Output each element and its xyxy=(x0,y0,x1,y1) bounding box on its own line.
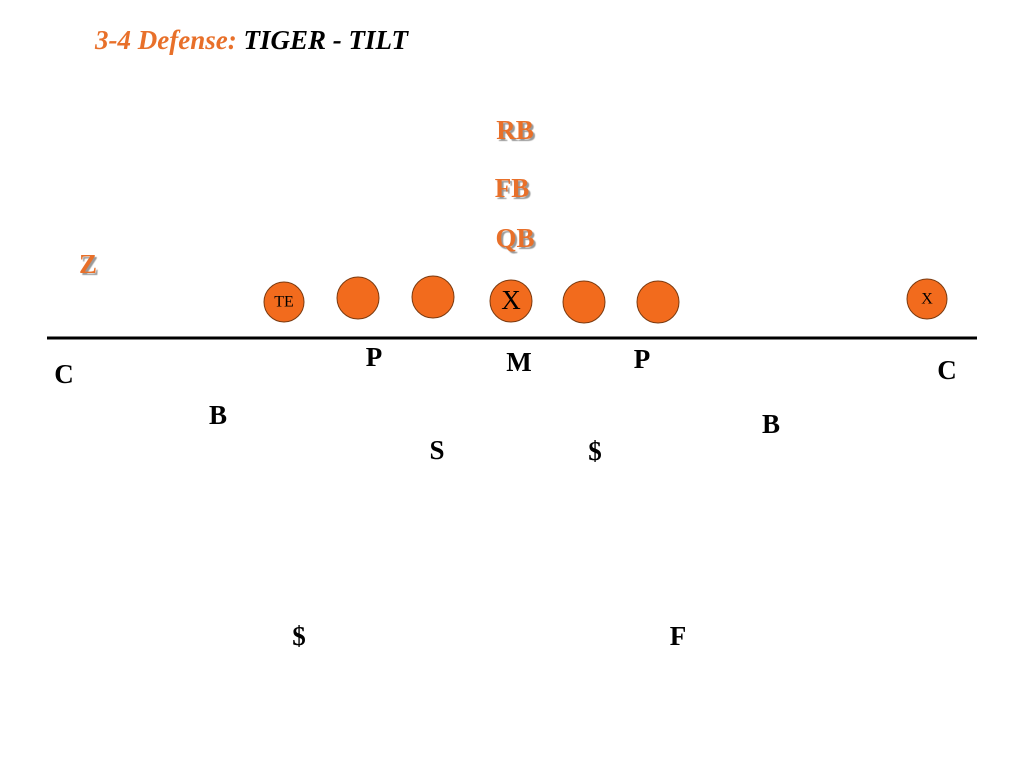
defender-label: $ xyxy=(588,436,602,466)
defender-label: S xyxy=(429,435,444,465)
player-circle xyxy=(336,276,380,320)
circle-label: X xyxy=(921,291,933,308)
defender-label: $ xyxy=(292,621,306,651)
player-circle xyxy=(489,279,533,323)
defender-label: F xyxy=(670,621,687,651)
title: 3-4 Defense: TIGER - TILT xyxy=(94,25,409,55)
player-circle xyxy=(411,275,455,319)
circle-label: X xyxy=(501,285,521,315)
defender-label: B xyxy=(762,409,780,439)
player-circle xyxy=(636,280,680,324)
title-prefix: 3-4 Defense: xyxy=(94,25,237,55)
defender-label: P xyxy=(634,344,651,374)
player-circle xyxy=(562,280,606,324)
defender-label: C xyxy=(54,359,74,389)
back-label: FB xyxy=(495,173,530,203)
defender-label: C xyxy=(937,355,957,385)
circle-label: TE xyxy=(274,294,294,311)
defender-label: P xyxy=(366,342,383,372)
title-name: TIGER - TILT xyxy=(243,25,409,55)
back-label: Z xyxy=(79,249,97,279)
player-circle xyxy=(263,281,305,323)
back-label: QB xyxy=(495,223,534,253)
back-label: RB xyxy=(496,115,534,145)
defender-label: M xyxy=(506,347,531,377)
defender-label: B xyxy=(209,400,227,430)
player-circle xyxy=(906,278,948,320)
